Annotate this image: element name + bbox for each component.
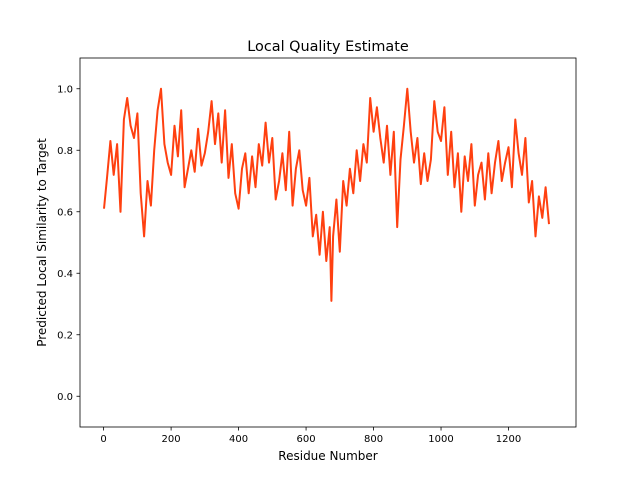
x-axis-label: Residue Number — [278, 449, 377, 463]
x-tick-label: 600 — [297, 434, 316, 445]
plot-frame — [79, 57, 577, 428]
chart-title: Local Quality Estimate — [247, 39, 409, 55]
y-tick-label: 0.2 — [57, 330, 73, 341]
x-tick-label: 200 — [162, 434, 181, 445]
y-tick-label: 1.0 — [57, 84, 73, 95]
series-line-0 — [103, 87, 550, 302]
plot-area — [103, 87, 550, 302]
x-tick-label: 1200 — [496, 434, 521, 445]
x-tick-label: 400 — [229, 434, 248, 445]
x-tick-label: 0 — [100, 434, 106, 445]
y-axis-label: Predicted Local Similarity to Target — [35, 138, 49, 347]
y-tick-label: 0.0 — [57, 392, 73, 403]
x-tick-label: 800 — [364, 434, 383, 445]
y-tick-label: 0.4 — [57, 269, 73, 280]
y-tick-label: 0.6 — [57, 207, 73, 218]
y-tick-label: 0.8 — [57, 146, 73, 157]
x-tick-label: 1000 — [428, 434, 453, 445]
axis-ticks: 0 200 400 600 800 1000 1200 0.0 0.2 0.4 0.6 0.8 1.0 — [57, 84, 521, 445]
